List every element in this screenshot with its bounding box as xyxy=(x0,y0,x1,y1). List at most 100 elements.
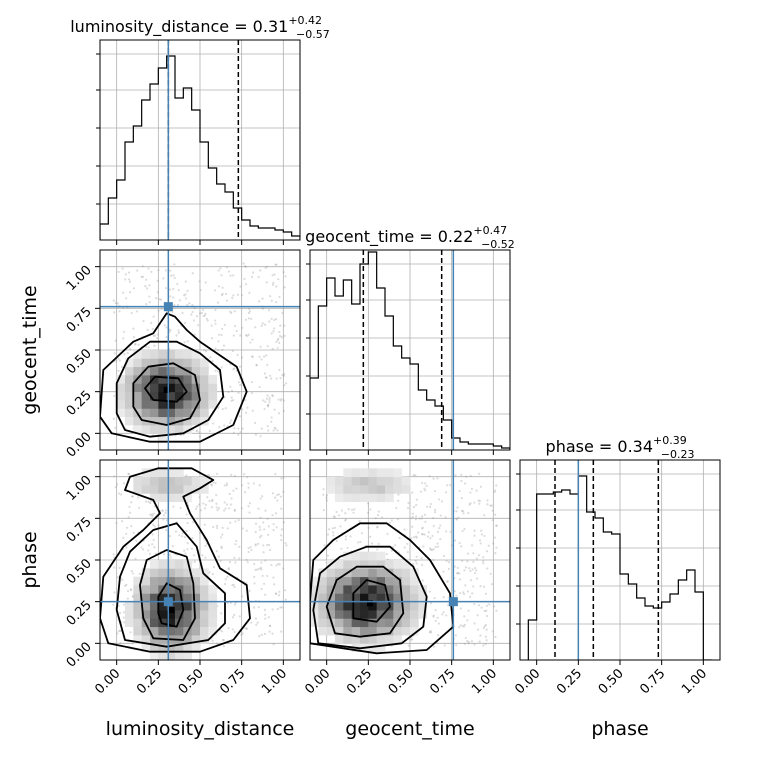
sample-point xyxy=(462,625,466,628)
density-cell xyxy=(326,476,336,486)
sample-point xyxy=(215,642,219,645)
sample-point xyxy=(234,561,237,564)
density-cell xyxy=(368,643,378,653)
sample-point xyxy=(249,545,252,549)
sample-point xyxy=(463,482,467,485)
sample-point xyxy=(124,273,127,276)
sample-point xyxy=(268,320,271,323)
sample-point xyxy=(151,543,154,546)
hist-panel-geocent-time: geocent_time = 0.22+0.47 −0.52 xyxy=(305,224,515,451)
sample-point xyxy=(117,270,120,274)
sample-point xyxy=(398,536,401,540)
sample-point xyxy=(250,355,254,358)
density-cell xyxy=(368,618,378,628)
sample-point xyxy=(165,509,168,512)
density-cell xyxy=(385,585,394,594)
sample-point xyxy=(495,484,498,487)
density-cell xyxy=(125,358,134,368)
sample-point xyxy=(162,518,165,521)
sample-point xyxy=(411,512,414,515)
sample-point xyxy=(221,533,224,536)
sample-point xyxy=(396,518,400,521)
sample-point xyxy=(256,568,259,571)
density-cell xyxy=(150,408,159,418)
sample-point xyxy=(122,482,126,485)
sample-point xyxy=(238,545,241,548)
sample-point xyxy=(466,552,470,555)
sample-point xyxy=(247,486,250,489)
sample-point xyxy=(275,285,278,288)
sample-point xyxy=(269,548,272,552)
sample-point xyxy=(277,594,281,597)
sample-point xyxy=(148,301,152,304)
sample-point xyxy=(284,275,287,278)
sample-point xyxy=(132,287,136,290)
sample-point xyxy=(270,563,273,567)
density-cell xyxy=(166,560,176,569)
sample-point xyxy=(221,286,224,289)
sample-point xyxy=(220,545,223,548)
sample-point xyxy=(121,578,124,581)
density-cell xyxy=(368,560,378,569)
density-cell xyxy=(191,626,201,636)
density-cell xyxy=(141,366,151,376)
sample-point xyxy=(421,526,424,529)
sample-point xyxy=(456,506,459,509)
sample-point xyxy=(458,489,461,493)
density-cell xyxy=(158,601,168,611)
density-cell xyxy=(133,425,143,434)
sample-point xyxy=(262,399,265,402)
sample-point xyxy=(237,433,240,436)
density-cell xyxy=(208,400,218,409)
sample-point xyxy=(169,295,172,298)
sample-point xyxy=(217,507,220,510)
sample-point xyxy=(462,512,465,515)
sample-point xyxy=(248,589,251,592)
density-cell xyxy=(158,468,168,478)
density-peak xyxy=(163,387,170,393)
sample-point xyxy=(377,510,380,513)
sample-point xyxy=(491,509,494,512)
sample-point xyxy=(436,530,440,533)
sample-point xyxy=(344,538,347,541)
sample-point xyxy=(437,545,440,548)
sample-point xyxy=(214,308,217,312)
sample-point xyxy=(112,553,115,556)
sample-point xyxy=(240,356,244,359)
sample-point xyxy=(230,399,233,402)
sample-point xyxy=(179,506,182,510)
sample-point xyxy=(265,397,269,400)
sample-point xyxy=(270,416,273,419)
sample-point xyxy=(128,291,132,294)
sample-point xyxy=(168,534,172,538)
sample-point xyxy=(431,534,434,538)
sample-point xyxy=(118,359,122,362)
sample-point xyxy=(258,536,262,539)
sample-point xyxy=(273,583,276,586)
sample-point xyxy=(247,550,250,554)
x-tick-label: 0.00 xyxy=(92,666,123,697)
hist-panel-phase: phase = 0.34+0.39 −0.23 xyxy=(516,434,721,661)
density-cell xyxy=(166,350,176,359)
contour-line xyxy=(115,340,225,438)
sample-point xyxy=(237,381,240,384)
sample-point xyxy=(267,429,270,432)
density-cell xyxy=(183,493,193,503)
sample-point xyxy=(117,357,120,360)
sample-point xyxy=(436,477,439,480)
density-cell xyxy=(150,593,159,603)
density-cell xyxy=(200,593,209,603)
sample-point xyxy=(463,592,466,596)
density-cell xyxy=(158,643,168,653)
sample-point xyxy=(442,611,445,614)
density-cell xyxy=(401,610,411,619)
sample-point xyxy=(222,645,226,648)
sample-point xyxy=(214,347,217,350)
sample-point xyxy=(232,398,235,402)
density-cell xyxy=(343,493,353,503)
sample-point xyxy=(424,482,427,485)
sample-point xyxy=(276,346,279,350)
density-cell xyxy=(175,560,184,569)
sample-point xyxy=(271,274,274,277)
density-cell xyxy=(166,618,176,628)
